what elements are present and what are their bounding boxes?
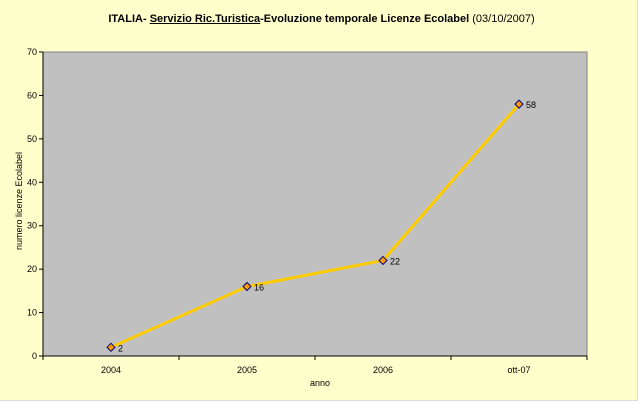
x-tick-label: 2005 <box>237 365 257 375</box>
y-tick-label: 30 <box>27 221 37 231</box>
y-tick-label: 0 <box>32 351 37 361</box>
series-line <box>110 103 521 349</box>
x-axis-label: anno <box>309 378 331 388</box>
y-tick-label: 60 <box>27 90 37 100</box>
y-tick-label: 70 <box>27 47 37 57</box>
x-tick-label: 2004 <box>101 365 121 375</box>
title-part-subject: -Evoluzione temporale Licenze Ecolabel <box>260 13 470 25</box>
x-tick-label: 2006 <box>373 365 393 375</box>
y-tick-label: 20 <box>27 264 37 274</box>
title-part-date: (03/10/2007) <box>469 13 535 25</box>
data-point <box>106 342 116 353</box>
data-point <box>514 99 524 109</box>
x-tick-label: ott-07 <box>507 365 530 375</box>
data-label: 58 <box>526 100 536 110</box>
chart-title: ITALIA- Servizio Ric.Turistica-Evoluzion… <box>0 13 643 25</box>
plot-area <box>42 51 588 357</box>
data-label: 16 <box>254 283 264 293</box>
y-tick-label: 10 <box>27 308 37 318</box>
title-part-country: ITALIA- <box>108 13 150 25</box>
data-point <box>242 281 252 292</box>
title-part-service: Servizio Ric.Turistica <box>149 13 261 25</box>
data-point <box>378 255 388 266</box>
data-label: 22 <box>390 256 400 266</box>
data-label: 2 <box>118 343 123 353</box>
y-axis-label: numero licenze Ecolabel <box>14 151 24 251</box>
y-tick-label: 50 <box>27 134 37 144</box>
y-tick-label: 40 <box>27 177 37 187</box>
